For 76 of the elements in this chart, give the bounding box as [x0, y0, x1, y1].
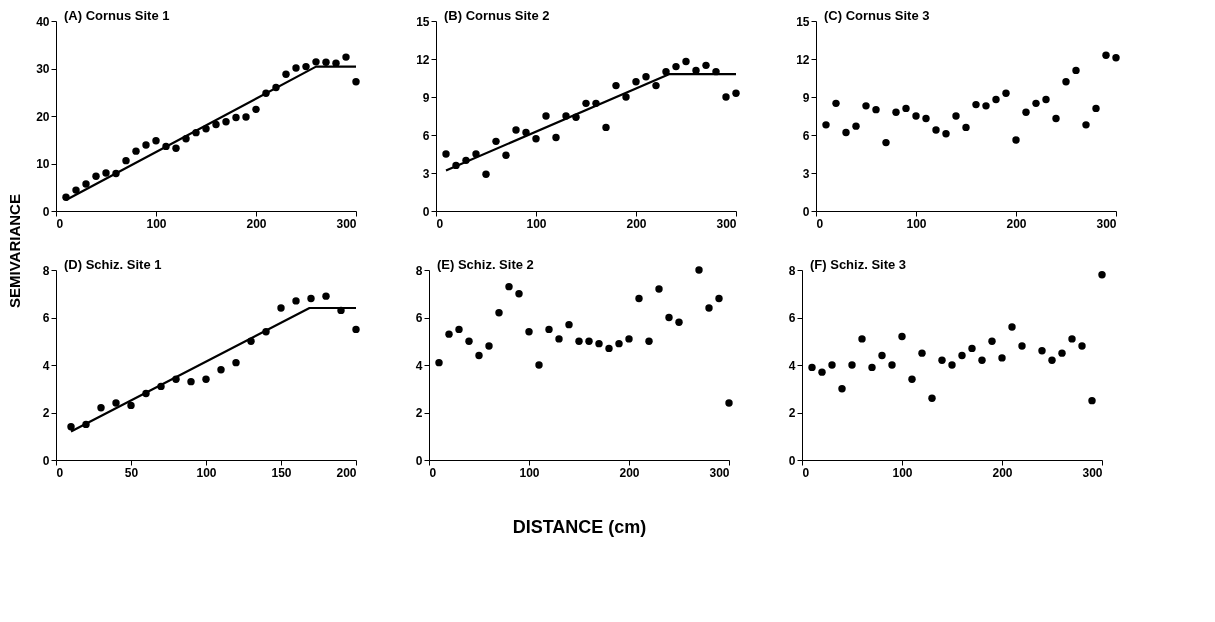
x-tick-label: 300 [716, 216, 737, 231]
point [202, 375, 210, 383]
point [277, 304, 285, 312]
x-axis-title: DISTANCE (cm) [512, 516, 647, 537]
y-tick-label: 15 [796, 14, 810, 29]
y-tick-label: 2 [415, 406, 423, 420]
x-tick-label: 300 [1096, 216, 1117, 231]
x-tick-label: 200 [619, 465, 640, 480]
x-tick-label: 0 [56, 465, 64, 480]
x-tick-label: 300 [709, 465, 730, 480]
x-tick-label: 50 [124, 465, 139, 480]
chart-title: (F) Schiz. Site 3 [810, 257, 907, 272]
point [217, 366, 225, 374]
y-tick-label: 0 [42, 453, 50, 468]
y-tick-label: 20 [36, 109, 50, 124]
x-tick-label: 200 [626, 216, 647, 231]
y-tick-label: 15 [416, 14, 430, 29]
y-tick-label: 3 [422, 166, 430, 181]
point [232, 358, 240, 367]
y-tick-label: 0 [422, 204, 430, 219]
point [187, 377, 195, 386]
y-tick-label: 2 [42, 406, 50, 420]
y-tick-label: 6 [788, 311, 796, 325]
y-tick-label: 40 [36, 14, 50, 29]
chart-title: (B) Cornus Site 2 [444, 8, 550, 23]
point [67, 423, 75, 431]
y-tick-label: 4 [42, 358, 50, 373]
point [307, 294, 315, 303]
y-tick-label: 6 [42, 311, 50, 325]
y-tick-label: 12 [796, 52, 810, 67]
y-tick-label: 0 [802, 204, 810, 219]
y-tick-label: 8 [42, 263, 50, 278]
x-tick-label: 0 [56, 216, 64, 231]
y-tick-label: 0 [788, 453, 796, 468]
x-tick-label: 100 [906, 216, 927, 231]
x-tick-label: 0 [436, 216, 444, 231]
x-tick-label: 200 [1006, 216, 1027, 231]
chart-title: (E) Schiz. Site 2 [437, 257, 534, 272]
point [127, 401, 135, 410]
point [322, 292, 330, 300]
y-tick-label: 4 [415, 358, 423, 373]
x-tick-label: 150 [271, 465, 292, 480]
point [112, 399, 120, 407]
y-tick-label: 4 [788, 358, 796, 373]
y-tick-label: 0 [42, 204, 50, 219]
x-tick-label: 200 [246, 216, 267, 231]
x-tick-label: 100 [146, 216, 167, 231]
y-tick-label: 9 [802, 90, 810, 105]
y-tick-label: 2 [788, 406, 796, 420]
x-tick-label: 100 [519, 465, 540, 480]
chart-title: (C) Cornus Site 3 [824, 8, 930, 23]
x-tick-label: 200 [992, 465, 1013, 480]
y-tick-label: 8 [788, 263, 796, 278]
point [97, 404, 105, 412]
chart-title: (D) Schiz. Site 1 [64, 257, 162, 272]
y-tick-label: 8 [415, 263, 423, 278]
y-tick-label: 10 [36, 157, 50, 171]
y-tick-label: 6 [422, 128, 430, 143]
y-axis-title: SEMIVARIANCE [6, 194, 23, 308]
y-tick-label: 6 [415, 311, 423, 325]
x-tick-label: 0 [816, 216, 824, 231]
x-tick-label: 100 [526, 216, 547, 231]
y-tick-label: 6 [802, 128, 810, 143]
x-tick-label: 100 [196, 465, 217, 480]
y-tick-label: 30 [36, 62, 50, 76]
point [292, 297, 300, 305]
chart-title: (A) Cornus Site 1 [64, 8, 170, 23]
point [352, 325, 360, 334]
y-tick-label: 12 [416, 52, 430, 67]
x-tick-label: 300 [336, 216, 357, 231]
x-tick-label: 200 [336, 465, 357, 480]
y-tick-label: 0 [415, 453, 423, 468]
x-tick-label: 100 [892, 465, 913, 480]
x-tick-label: 300 [1082, 465, 1103, 480]
y-tick-label: 3 [802, 166, 810, 181]
y-tick-label: 9 [422, 90, 430, 105]
